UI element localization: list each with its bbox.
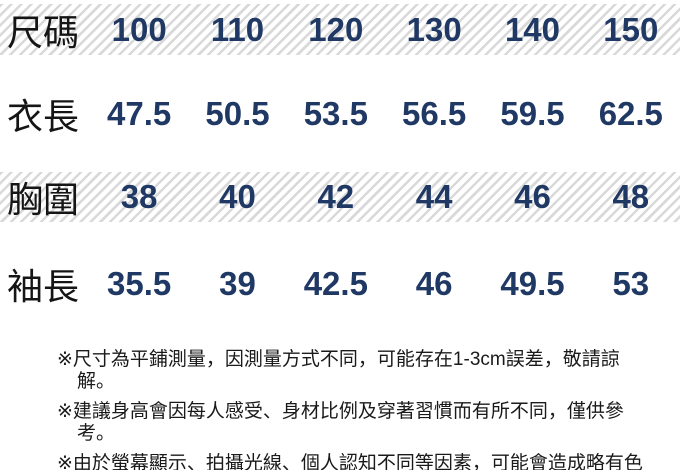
- table-row-chest: 胸圍 38 40 42 44 46 48: [0, 172, 680, 222]
- size-value-cell: 100: [111, 10, 167, 48]
- size-value-cell: 44: [415, 178, 453, 215]
- size-value-cell: 130: [406, 10, 462, 48]
- size-value-cell: 46: [514, 178, 551, 215]
- size-value-cell: 120: [308, 10, 364, 48]
- size-value-cell: 50.5: [205, 94, 270, 132]
- size-value-cell: 38: [120, 178, 158, 215]
- note-measurement-tolerance: ※尺寸為平鋪測量，因測量方式不同，可能存在1-3cm誤差，敬請諒解。: [57, 349, 620, 392]
- table-row-sleeve-length: 袖長 35.5 39 42.5 46 49.5 53: [0, 222, 680, 345]
- row-label-garment-length: 衣長: [7, 95, 80, 137]
- size-value-cell: 35.5: [107, 264, 172, 302]
- size-value-cell: 150: [603, 10, 659, 48]
- size-value-cell: 46: [415, 264, 453, 302]
- size-value-cell: 110: [210, 10, 265, 48]
- note-color-difference: ※由於螢幕顯示、拍攝光線、個人認知不同等因素，可能會造成略有色差，請依收到實物顏…: [57, 453, 643, 470]
- size-value-cell: 39: [219, 264, 256, 302]
- disclaimer-notes: ※尺寸為平鋪測量，因測量方式不同，可能存在1-3cm誤差，敬請諒解。 ※建議身高…: [0, 345, 680, 470]
- size-value-cell: 62.5: [598, 94, 663, 132]
- size-value-cell: 42.5: [303, 264, 368, 302]
- size-value-cell: 48: [612, 178, 650, 215]
- size-value-cell: 47.5: [107, 94, 172, 132]
- size-value-cell: 49.5: [500, 264, 565, 302]
- size-value-cell: 53: [612, 264, 650, 302]
- size-value-cell: 53.5: [303, 94, 368, 132]
- size-value-cell: 56.5: [402, 94, 467, 132]
- table-row-size-code: 尺碼 100 110 120 130 140 150: [0, 4, 680, 55]
- size-value-cell: 40: [219, 178, 256, 215]
- size-value-cell: 140: [504, 10, 560, 48]
- note-height-reference: ※建議身高會因每人感受、身材比例及穿著習慣而有所不同，僅供參考。: [57, 401, 624, 444]
- table-row-garment-length: 衣長 47.5 50.5 53.5 56.5 59.5 62.5: [0, 55, 680, 172]
- row-label-size-code: 尺碼: [7, 11, 80, 53]
- row-label-sleeve-length: 袖長: [7, 265, 80, 307]
- row-label-chest: 胸圍: [7, 179, 80, 220]
- size-value-cell: 59.5: [500, 94, 565, 132]
- size-value-cell: 42: [317, 178, 355, 215]
